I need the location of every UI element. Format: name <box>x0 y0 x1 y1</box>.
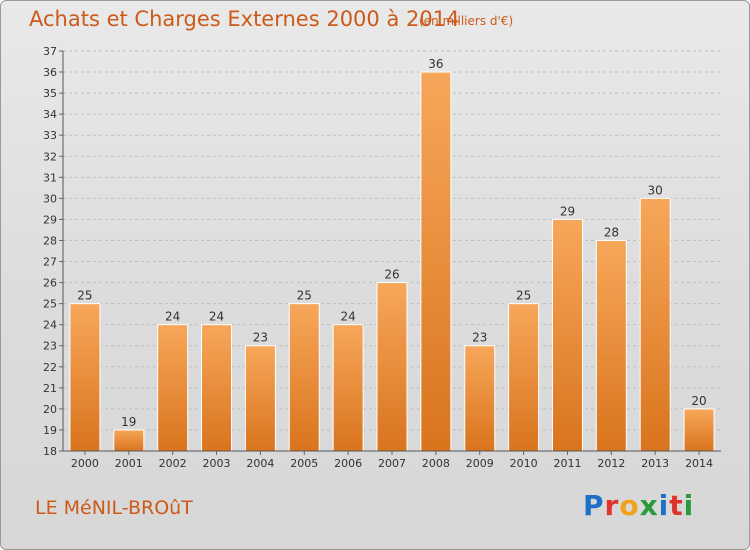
bar-2010 <box>508 303 540 452</box>
bar-2007 <box>376 282 408 452</box>
x-tick-label: 2001 <box>115 457 143 470</box>
x-tick-label: 2012 <box>597 457 625 470</box>
logo-letter: P <box>583 489 605 522</box>
bar-2006 <box>332 324 364 452</box>
bar-2005 <box>288 303 320 452</box>
bar-2014 <box>683 408 715 452</box>
x-tick-label: 2003 <box>203 457 231 470</box>
data-label: 20 <box>691 394 706 408</box>
x-tick-label: 2005 <box>290 457 318 470</box>
chart-title: Achats et Charges Externes 2000 à 2014 <box>29 7 460 31</box>
y-tick-label: 35 <box>43 87 57 100</box>
x-tick-label: 2007 <box>378 457 406 470</box>
bars <box>69 71 715 452</box>
x-tick-label: 2011 <box>553 457 581 470</box>
y-tick-label: 29 <box>43 213 57 226</box>
bar-2002 <box>157 324 189 452</box>
data-label: 25 <box>297 289 312 303</box>
proxiti-logo: Proxiti <box>583 489 694 522</box>
y-tick-label: 34 <box>43 108 57 121</box>
y-tick-label: 24 <box>43 319 57 332</box>
y-tick-label: 27 <box>43 256 57 269</box>
data-label: 24 <box>165 310 180 324</box>
x-tick-label: 2008 <box>422 457 450 470</box>
data-label: 26 <box>384 268 399 282</box>
logo-letter: i <box>658 489 670 522</box>
y-axis-ticks: 18 19 20 21 22 23 24 25 26 27 28 29 30 31 32 33 34 35 36 37 <box>43 45 63 458</box>
data-label: 19 <box>121 415 136 429</box>
x-tick-label: 2006 <box>334 457 362 470</box>
y-tick-label: 33 <box>43 129 57 142</box>
logo-letter: t <box>669 489 684 522</box>
logo-letter: o <box>619 489 640 522</box>
data-label: 36 <box>428 57 443 71</box>
y-tick-label: 26 <box>43 277 57 290</box>
y-tick-label: 20 <box>43 403 57 416</box>
bar-2009 <box>464 345 496 452</box>
logo-letter: x <box>639 489 659 522</box>
logo-letter: i <box>683 489 695 522</box>
data-labels: 25 19 24 24 23 25 24 26 36 23 25 29 28 30 20 <box>77 57 706 429</box>
y-tick-label: 25 <box>43 298 57 311</box>
y-tick-label: 19 <box>43 424 57 437</box>
y-tick-label: 22 <box>43 361 57 374</box>
y-tick-label: 18 <box>43 445 57 458</box>
bar-2013 <box>639 197 671 452</box>
y-tick-label: 23 <box>43 340 57 353</box>
y-tick-label: 37 <box>43 45 57 58</box>
data-label: 23 <box>253 331 268 345</box>
x-tick-label: 2000 <box>71 457 99 470</box>
y-tick-label: 32 <box>43 150 57 163</box>
data-label: 25 <box>77 289 92 303</box>
chart-unit: (en milliers d'€) <box>419 14 514 28</box>
data-label: 24 <box>209 310 224 324</box>
bar-2004 <box>244 345 276 452</box>
x-axis-ticks: 2000 2001 2002 2003 2004 2005 2006 2007 2008 2009… <box>71 451 713 470</box>
bar-2001 <box>113 429 145 452</box>
x-tick-label: 2002 <box>159 457 187 470</box>
x-tick-label: 2013 <box>641 457 669 470</box>
x-tick-label: 2004 <box>246 457 274 470</box>
y-tick-label: 21 <box>43 382 57 395</box>
data-label: 24 <box>340 310 355 324</box>
data-label: 28 <box>604 225 619 239</box>
bar-2012 <box>595 239 627 452</box>
y-tick-label: 28 <box>43 234 57 247</box>
data-label: 30 <box>648 183 663 197</box>
logo-letter: r <box>604 489 620 522</box>
x-tick-label: 2014 <box>685 457 713 470</box>
data-label: 25 <box>516 289 531 303</box>
bar-2000 <box>69 303 101 452</box>
y-tick-label: 30 <box>43 192 57 205</box>
y-tick-label: 31 <box>43 171 57 184</box>
x-tick-label: 2010 <box>510 457 538 470</box>
x-tick-label: 2009 <box>466 457 494 470</box>
y-tick-label: 36 <box>43 66 57 79</box>
commune-name: LE MéNIL-BROûT <box>35 497 193 519</box>
bar-2011 <box>551 218 583 452</box>
bar-2008 <box>420 71 452 452</box>
data-label: 29 <box>560 204 575 218</box>
bar-2003 <box>201 324 233 452</box>
data-label: 23 <box>472 331 487 345</box>
